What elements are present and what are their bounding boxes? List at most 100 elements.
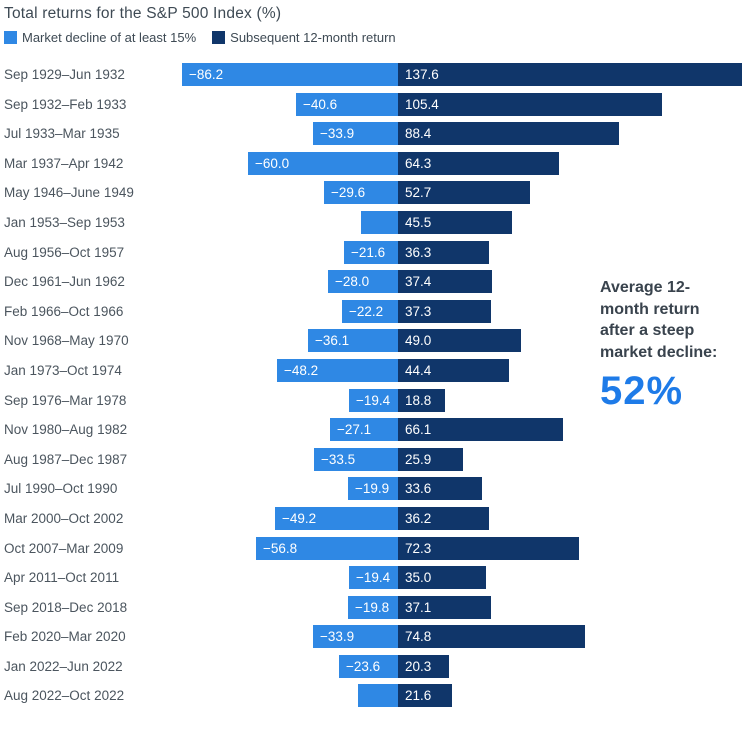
period-label: Feb 2020–Mar 2020 [4, 629, 126, 645]
return-value-label: 33.6 [405, 481, 432, 497]
return-value-label: 88.4 [405, 126, 432, 142]
legend-label-decline: Market decline of at least 15% [22, 30, 197, 45]
decline-value-label: −21.6 [351, 244, 386, 260]
decline-value-label: −33.9 [320, 629, 355, 645]
return-value-label: 49.0 [405, 333, 432, 349]
return-value-label: 37.4 [405, 274, 432, 290]
chart-row: Aug 2022–Oct 2022 21.6 [0, 681, 747, 711]
return-bar: 137.6 [398, 63, 742, 86]
chart-row: Jan 1973–Oct 1974 −48.2 44.4 [0, 356, 747, 386]
decline-value-label: −33.9 [320, 126, 355, 142]
decline-value-label: −86.2 [189, 67, 224, 82]
period-label: Jan 1953–Sep 1953 [4, 214, 125, 230]
chart-row: Nov 1968–May 1970 −36.1 49.0 [0, 326, 747, 356]
chart-row: Apr 2011–Oct 2011 −19.4 35.0 [0, 563, 747, 593]
decline-bar: −23.6 [339, 654, 398, 678]
decline-value-label: −19.8 [355, 599, 390, 615]
decline-bar: −19.9 [348, 477, 398, 501]
return-bar: 37.1 [398, 595, 491, 619]
return-value-label: 74.8 [405, 629, 432, 645]
chart-row: Aug 1956–Oct 1957 −21.6 36.3 [0, 238, 747, 268]
period-label: Apr 2011–Oct 2011 [4, 570, 120, 586]
decline-bar: −33.9 [313, 625, 398, 649]
decline-value-label: −48.2 [284, 362, 319, 378]
return-bar: 21.6 [398, 684, 452, 708]
decline-bar: −27.1 [330, 418, 398, 442]
return-value-label: 45.5 [405, 214, 432, 230]
return-bar: 72.3 [398, 536, 579, 560]
chart-row: Sep 1929–Jun 1932 −86.2 137.6 [0, 60, 747, 90]
return-value-label: 64.3 [405, 155, 432, 171]
return-value-label: 37.1 [405, 599, 432, 615]
return-bar: 49.0 [398, 329, 521, 353]
period-label: Sep 1929–Jun 1932 [4, 67, 125, 82]
decline-value-label: −49.2 [282, 510, 317, 526]
period-label: Aug 2022–Oct 2022 [4, 688, 125, 704]
decline-bar: −29.6 [324, 181, 398, 205]
annotation-text-line: month return [600, 300, 700, 318]
annotation-text: Average 12- month return after a steep mark… [600, 277, 747, 363]
decline-color-swatch [4, 31, 17, 44]
chart-row: Sep 1932–Feb 1933 −40.6 105.4 [0, 90, 747, 120]
decline-bar: −22.2 [342, 299, 398, 323]
return-value-label: 72.3 [405, 540, 432, 556]
annotation-text-line: market decline: [600, 343, 718, 361]
period-label: Nov 1968–May 1970 [4, 333, 129, 349]
return-value-label: 66.1 [405, 422, 432, 438]
period-label: Aug 1987–Dec 1987 [4, 451, 128, 467]
chart-row: Sep 1976–Mar 1978 −19.4 18.8 [0, 386, 747, 416]
chart-row: Mar 1937–Apr 1942 −60.0 64.3 [0, 149, 747, 179]
legend-label-return: Subsequent 12-month return [230, 30, 396, 45]
decline-value-label: −29.6 [331, 185, 366, 201]
period-label: May 1946–June 1949 [4, 185, 134, 201]
return-bar: 74.8 [398, 625, 585, 649]
chart-row: Jul 1933–Mar 1935 −33.9 88.4 [0, 119, 747, 149]
chart-row: May 1946–June 1949 −29.6 52.7 [0, 178, 747, 208]
return-bar: 36.2 [398, 506, 489, 530]
return-value-label: 35.0 [405, 570, 432, 586]
annotation-text-line: Average 12- [600, 279, 691, 296]
annotation-text-line: after a steep [600, 322, 695, 339]
period-label: Mar 1937–Apr 1942 [4, 155, 124, 171]
return-bar: 52.7 [398, 181, 530, 205]
period-label: Mar 2000–Oct 2002 [4, 510, 124, 526]
return-value-label: 137.6 [405, 67, 439, 82]
legend-item-return: Subsequent 12-month return [212, 30, 396, 45]
return-bar: 33.6 [398, 477, 482, 501]
period-label: Oct 2007–Mar 2009 [4, 540, 124, 556]
return-bar: 35.0 [398, 566, 486, 590]
chart-row: Jul 1990–Oct 1990 −19.9 33.6 [0, 474, 747, 504]
return-bar: 20.3 [398, 654, 449, 678]
chart-row: Sep 2018–Dec 2018 −19.8 37.1 [0, 593, 747, 623]
return-value-label: 52.7 [405, 185, 432, 201]
decline-value-label: −27.1 [337, 422, 372, 438]
decline-bar: −19.4 [349, 566, 398, 590]
decline-bar: −21.6 [344, 240, 398, 264]
decline-bar: −36.1 [308, 329, 398, 353]
decline-value-label: −19.4 [356, 392, 391, 408]
return-bar: 36.3 [398, 240, 489, 264]
return-bar: 64.3 [398, 151, 559, 175]
return-bar: 88.4 [398, 122, 619, 146]
return-value-label: 21.6 [405, 688, 432, 704]
return-bar: 18.8 [398, 388, 445, 412]
return-value-label: 36.2 [405, 510, 432, 526]
return-bar: 105.4 [398, 92, 662, 116]
period-label: Jan 2022–Jun 2022 [4, 658, 123, 674]
chart-row: Dec 1961–Jun 1962 −28.0 37.4 [0, 267, 747, 297]
decline-bar: −56.8 [256, 536, 398, 560]
chart-row: Nov 1980–Aug 1982 −27.1 66.1 [0, 415, 747, 445]
period-label: Sep 1932–Feb 1933 [4, 96, 127, 112]
decline-bar [361, 210, 398, 234]
decline-value-label: −56.8 [263, 540, 298, 556]
decline-value-label: −23.6 [346, 658, 381, 674]
decline-bar: −60.0 [248, 151, 398, 175]
legend-item-decline: Market decline of at least 15% [4, 30, 196, 45]
chart-row: Jan 2022–Jun 2022 −23.6 20.3 [0, 652, 747, 682]
period-label: Sep 1976–Mar 1978 [4, 392, 127, 408]
chart-row: Jan 1953–Sep 1953 45.5 [0, 208, 747, 238]
return-bar: 25.9 [398, 447, 463, 471]
chart-row: Feb 2020–Mar 2020 −33.9 74.8 [0, 622, 747, 652]
decline-bar: −33.9 [313, 122, 398, 146]
decline-value-label: −40.6 [303, 96, 338, 112]
